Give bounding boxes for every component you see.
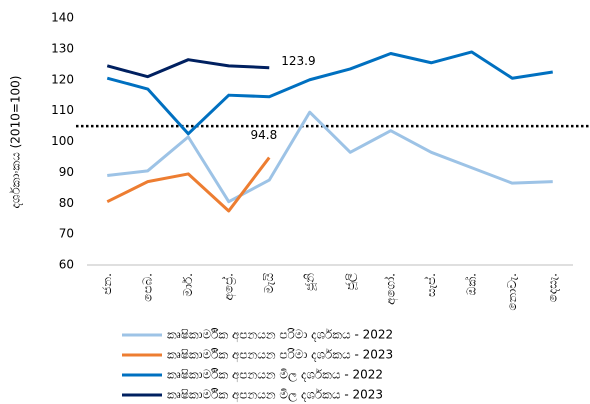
x-tick-label: ජූලි [343,273,358,290]
x-tick-label: නොවැ. [505,273,519,311]
legend-label: කෘෂිකාර්මික අපනයන මිල දර්ශකය - 2023 [167,388,383,403]
y-tick-label: 90 [59,165,74,179]
y-tick-label: 140 [51,11,74,25]
series-line [107,110,553,204]
y-tick-label: 100 [51,134,74,148]
y-tick-label: 60 [59,258,74,272]
x-tick-label: අප්‍රේ. [221,273,236,301]
x-tick-label: ජන. [100,273,114,295]
data-label: 94.8 [251,128,278,142]
series-line [106,58,270,79]
data-label: 123.9 [281,54,315,68]
x-tick-label: ඔක්. [464,273,478,295]
x-tick-label: පෙබ. [140,273,154,302]
series-line [106,50,553,136]
legend-label: කෘෂිකාර්මික අපනයන මිල දර්ශකය - 2022 [167,368,383,383]
y-tick-label: 120 [51,72,74,86]
y-tick-label: 70 [59,227,74,241]
x-tick-label: ජූනි [302,273,317,291]
legend-label: කෘෂිකාර්මික අපනයන පරිමා දර්ශකය - 2023 [167,348,393,363]
x-tick-label: දෙසැ. [545,273,559,302]
y-tick-label: 130 [51,41,74,55]
y-axis-label: දර්ශකාංකය (2010=100) [9,76,23,209]
x-tick-label: මැයි [262,273,276,294]
series-line [106,156,271,213]
y-tick-label: 80 [59,196,74,210]
x-tick-label: සැප්. [424,273,438,297]
x-tick-label: මාර්. [181,273,195,297]
y-tick-label: 110 [51,103,74,117]
legend-label: කෘෂිකාර්මික අපනයන පරිමා දර්ශකය - 2022 [167,328,393,343]
x-tick-label: අගෝ. [383,273,398,305]
